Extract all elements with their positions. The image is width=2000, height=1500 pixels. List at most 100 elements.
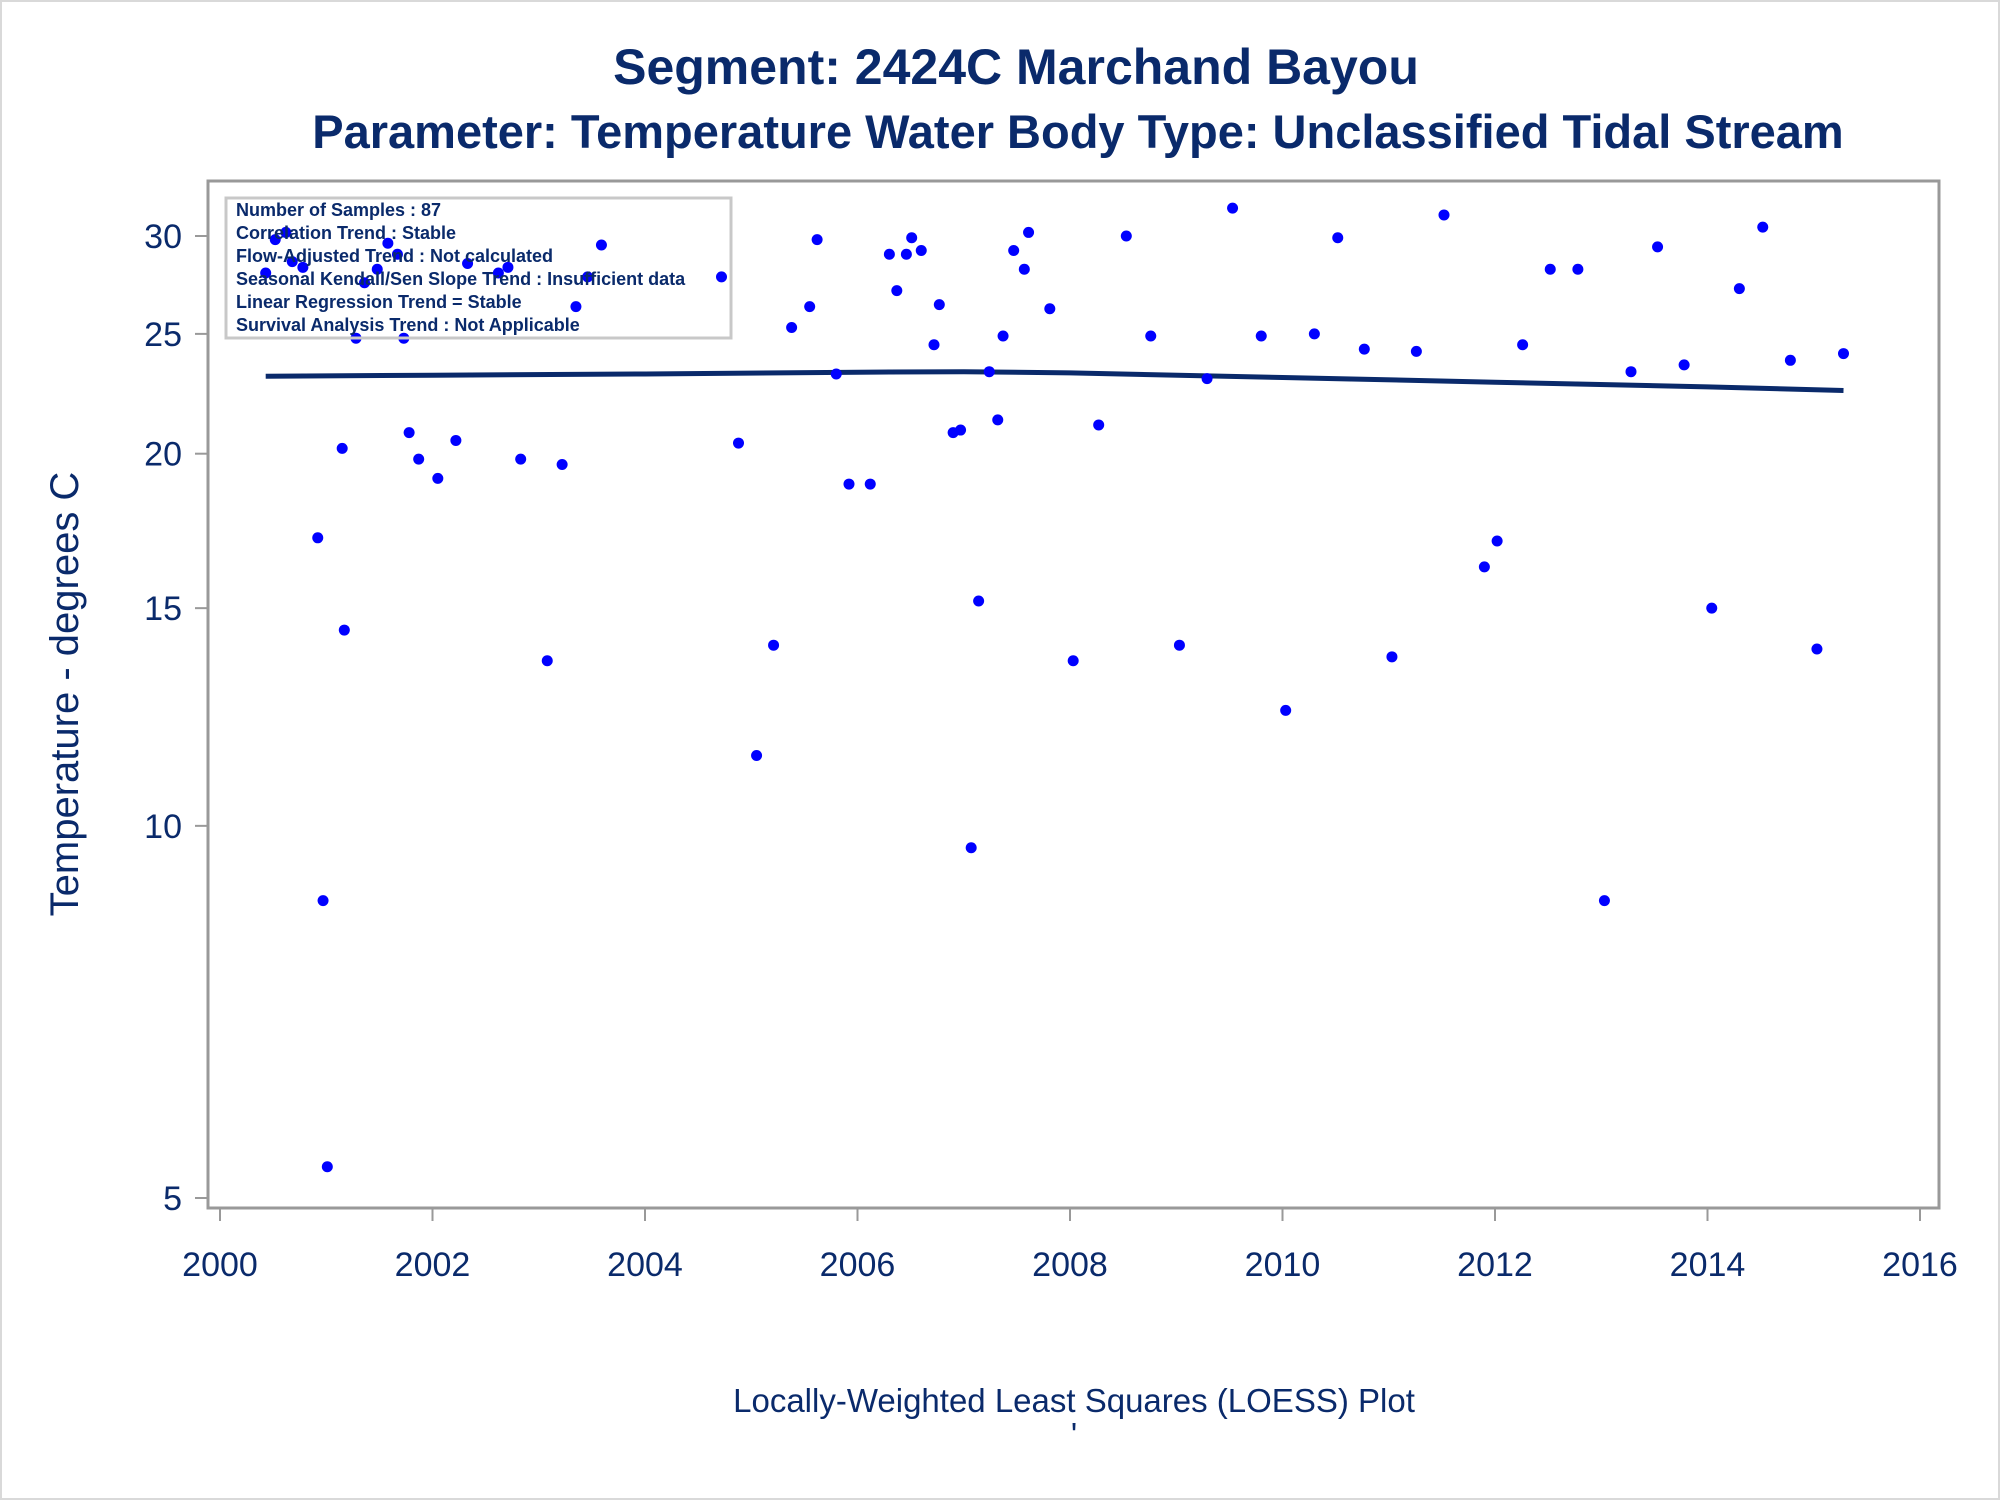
x-tick-label: 2016 bbox=[1882, 1246, 1958, 1284]
x-axis-title: Locally-Weighted Least Squares (LOESS) P… bbox=[733, 1382, 1415, 1419]
data-point bbox=[751, 749, 763, 761]
data-point bbox=[1308, 328, 1320, 340]
data-point bbox=[1227, 202, 1239, 214]
y-tick-label: 30 bbox=[144, 218, 182, 256]
x-axis: 2000 2002 2004 2006 2008 2010 2012 2014 2016 bbox=[182, 1207, 1958, 1284]
data-point bbox=[1572, 263, 1584, 275]
inset-line-linear-regression: Linear Regression Trend = Stable bbox=[236, 292, 522, 312]
data-point bbox=[1784, 354, 1796, 366]
inset-line-seasonal-kendall: Seasonal Kendall/Sen Slope Trend : Insuf… bbox=[236, 269, 686, 289]
x-tick-label: 2010 bbox=[1245, 1246, 1321, 1284]
data-point bbox=[432, 472, 444, 484]
data-point bbox=[973, 595, 985, 607]
data-point bbox=[716, 271, 727, 283]
data-point bbox=[900, 248, 912, 260]
data-point bbox=[1478, 561, 1490, 573]
chart-title: Segment: 2424C Marchand Bayou bbox=[613, 39, 1419, 95]
data-point bbox=[1023, 226, 1035, 238]
data-point bbox=[1706, 602, 1718, 614]
data-point bbox=[811, 234, 823, 246]
data-point bbox=[1733, 283, 1745, 295]
x-tick-label: 2014 bbox=[1670, 1246, 1746, 1284]
data-point bbox=[1201, 373, 1213, 385]
data-point bbox=[371, 263, 383, 275]
data-point bbox=[1678, 359, 1690, 371]
data-point bbox=[1544, 263, 1556, 275]
data-point bbox=[312, 532, 324, 544]
data-point bbox=[280, 226, 292, 238]
data-point bbox=[492, 267, 504, 279]
y-axis-title: Temperature - degrees C bbox=[43, 472, 87, 917]
data-point bbox=[915, 245, 927, 257]
data-point bbox=[1332, 232, 1344, 244]
statistics-inset-border bbox=[224, 196, 733, 340]
data-point bbox=[260, 267, 272, 279]
data-point bbox=[843, 478, 855, 490]
data-point bbox=[768, 639, 780, 651]
data-point bbox=[321, 1161, 333, 1173]
data-point bbox=[515, 453, 527, 465]
data-point bbox=[955, 424, 967, 436]
data-point bbox=[965, 842, 977, 854]
data-point bbox=[582, 271, 594, 283]
chart-subtitle: Parameter: Temperature Water Body Type: … bbox=[312, 105, 1843, 158]
data-point bbox=[595, 239, 607, 251]
data-point bbox=[1120, 230, 1132, 242]
data-point bbox=[1438, 209, 1450, 221]
data-point bbox=[382, 237, 394, 249]
footnote-mark: ' bbox=[1071, 1416, 1077, 1453]
data-point bbox=[1386, 651, 1398, 663]
data-point bbox=[462, 258, 474, 270]
statistics-inset: Number of Samples : 87 Correlation Trend… bbox=[224, 196, 733, 340]
data-point bbox=[997, 330, 1009, 342]
data-point bbox=[1280, 704, 1292, 716]
data-point bbox=[1625, 366, 1637, 378]
inset-line-correlation: Correlation Trend : Stable bbox=[236, 223, 456, 243]
inset-line-flow-adjusted: Flow-Adjusted Trend : Not calculated bbox=[236, 246, 553, 266]
inset-line-survival: Survival Analysis Trend : Not Applicable bbox=[236, 315, 580, 335]
data-point bbox=[403, 427, 415, 439]
data-point bbox=[928, 339, 940, 351]
data-point bbox=[1491, 535, 1503, 547]
data-point bbox=[1410, 345, 1422, 357]
data-point bbox=[1255, 330, 1267, 342]
loess-line-layer bbox=[265, 369, 1844, 393]
data-point bbox=[297, 261, 309, 273]
data-point bbox=[1517, 339, 1529, 351]
x-tick-label: 2008 bbox=[1032, 1246, 1108, 1284]
data-point bbox=[391, 248, 403, 260]
data-point bbox=[1838, 348, 1849, 360]
data-point bbox=[1044, 303, 1056, 315]
x-tick-label: 2000 bbox=[182, 1246, 258, 1284]
data-point bbox=[269, 234, 281, 246]
data-point bbox=[502, 261, 514, 273]
data-point bbox=[541, 655, 553, 667]
data-point bbox=[1652, 241, 1664, 253]
data-point bbox=[1008, 245, 1020, 257]
y-tick-label: 25 bbox=[144, 316, 182, 354]
data-point bbox=[804, 301, 816, 313]
data-point bbox=[1093, 419, 1105, 431]
data-point bbox=[883, 248, 895, 260]
data-point bbox=[338, 624, 350, 636]
data-point bbox=[906, 232, 918, 244]
y-tick-label: 5 bbox=[163, 1180, 182, 1218]
data-point bbox=[317, 895, 329, 907]
data-point bbox=[1757, 221, 1769, 233]
data-point bbox=[1811, 643, 1823, 655]
data-point bbox=[864, 478, 876, 490]
y-tick-label: 20 bbox=[144, 436, 182, 474]
data-point bbox=[556, 459, 568, 471]
data-point bbox=[733, 437, 744, 449]
data-point bbox=[891, 285, 903, 297]
data-point bbox=[992, 414, 1004, 426]
data-point bbox=[1018, 263, 1030, 275]
inset-line-samples: Number of Samples : 87 bbox=[236, 200, 441, 220]
data-point bbox=[983, 366, 995, 378]
data-point bbox=[359, 277, 370, 289]
data-point bbox=[1067, 655, 1079, 667]
y-tick-label: 15 bbox=[144, 590, 182, 628]
loess-line bbox=[265, 369, 1844, 393]
data-point bbox=[413, 453, 425, 465]
